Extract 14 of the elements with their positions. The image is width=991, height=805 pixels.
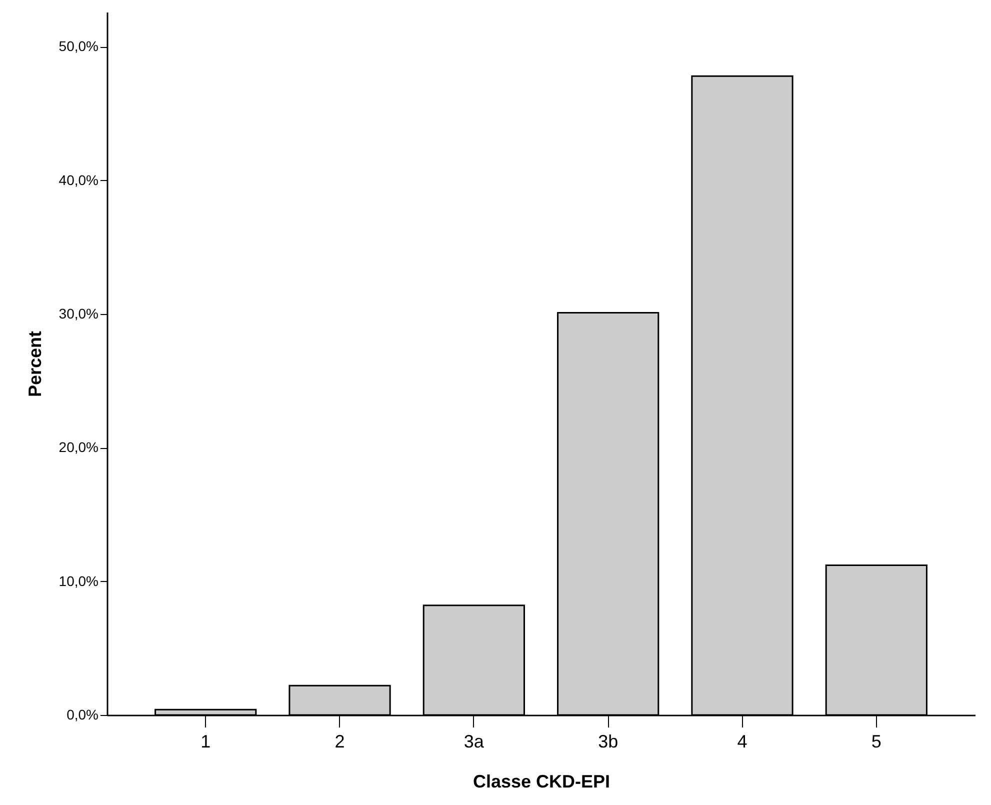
x-tick-label: 4 <box>737 732 748 752</box>
y-tick-label: 40,0% <box>58 172 98 188</box>
x-tick-label: 3b <box>598 732 618 752</box>
x-tick-label: 1 <box>200 732 211 752</box>
y-axis-title: Percent <box>24 330 45 398</box>
x-tick-label: 5 <box>871 732 882 752</box>
x-tick-label: 2 <box>334 732 345 752</box>
y-tick-label: 30,0% <box>58 306 98 322</box>
x-axis-title: Classe CKD-EPI <box>472 772 610 792</box>
x-tick-label: 3a <box>464 732 485 752</box>
y-tick-label: 0,0% <box>66 706 98 722</box>
y-tick-label: 50,0% <box>58 38 98 54</box>
y-tick-label: 20,0% <box>58 439 98 456</box>
y-tick-label: 10,0% <box>58 572 98 589</box>
